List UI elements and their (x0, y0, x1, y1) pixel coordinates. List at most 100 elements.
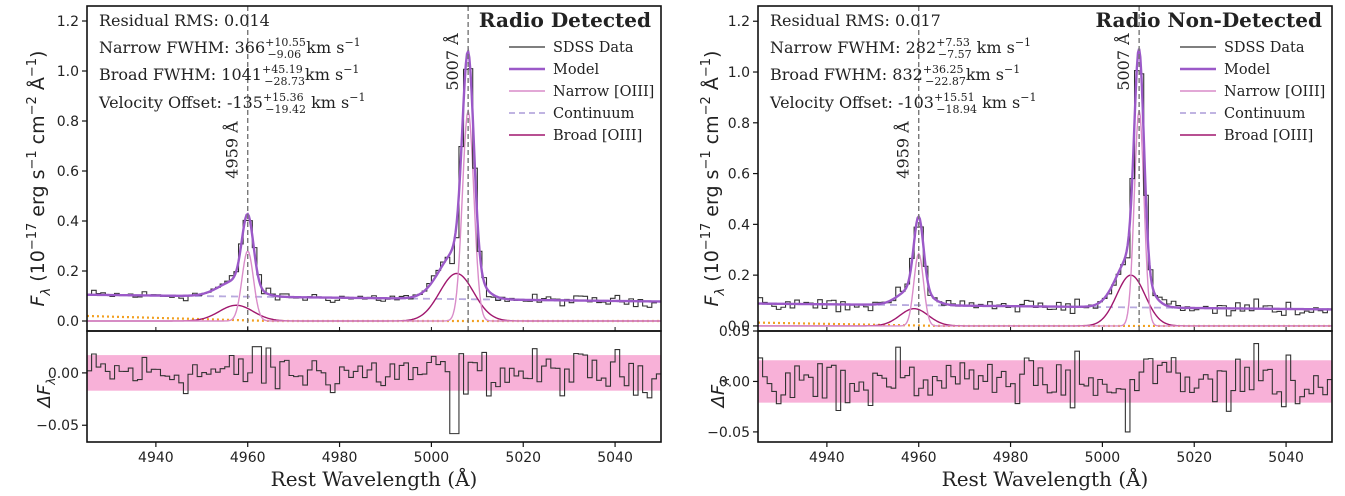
y-tick-label: 0.4 (728, 217, 750, 233)
chart-panel-left: 4959 Å 5007 Å 0.0 0.2 0.4 0.6 0.8 1.0 1.2 0.00 −0.… (25, 5, 662, 491)
y-tick-label: 1.2 (728, 14, 750, 30)
stat-unit: km s (966, 65, 1004, 84)
y-tick-label: 1.0 (57, 64, 79, 80)
y-label-part: ) (701, 51, 723, 58)
x-tick-label: 5040 (1268, 450, 1304, 466)
stat-offset: Velocity Offset: -135+15.36 −19.42 km s−1 (98, 91, 365, 116)
y-label-part: −1 (25, 150, 40, 169)
y-tick-label: 1.2 (57, 14, 79, 30)
stat-lower-error: −7.57 (938, 48, 972, 61)
residual-series (758, 342, 1332, 433)
y-label-part: −2 (699, 96, 714, 115)
stat-unit: km s (972, 38, 1015, 57)
resid-label-sub: λ (44, 378, 58, 386)
x-tick-label: 5020 (505, 450, 541, 466)
stat-upper-error: +36.25 (923, 63, 964, 76)
x-tick-label: 5000 (414, 450, 450, 466)
stat-upper-error: +45.19 (262, 63, 303, 76)
y-label-part: λ (39, 288, 54, 297)
y-label-part: Å (26, 77, 49, 96)
y-label-part: −1 (25, 58, 40, 77)
x-tick-label: 4960 (901, 450, 937, 466)
stat-value: Narrow FWHM: 366 (99, 38, 265, 57)
line-label-1: 5007 Å (1113, 33, 1133, 91)
sdss-data-series (87, 68, 661, 308)
legend-label-1: Model (553, 62, 599, 78)
x-tick-label: 4940 (809, 450, 845, 466)
stat-unit: km s (305, 65, 343, 84)
y-label-part: −1 (699, 58, 714, 77)
y-label-part: −1 (699, 150, 714, 169)
y-label-part: ) (27, 51, 49, 58)
y-tick-label: 0.2 (57, 264, 79, 280)
stat-unit-exp: −1 (343, 63, 359, 76)
legend-label-2: Narrow [OIII] (553, 84, 654, 100)
legend-label-1: Model (1224, 62, 1270, 78)
resid-y-tick-label: 0.05 (719, 324, 750, 340)
model-series (758, 48, 1332, 311)
y-axis-label: Fλ (10−17 erg s−1 cm−2 Å−1) (699, 51, 729, 307)
y-label-part: cm (27, 115, 49, 150)
stat-value: Velocity Offset: -135 (98, 93, 263, 112)
stat-unit: km s (306, 93, 349, 112)
legend-label-3: Continuum (1224, 106, 1306, 122)
chart-title: Radio Detected (479, 8, 651, 32)
stat-rms: Residual RMS: 0.017 (770, 11, 941, 30)
y-label-part: (10 (701, 250, 723, 282)
y-tick-label: 0.8 (57, 114, 79, 130)
resid-y-tick-label: 0.00 (719, 374, 750, 390)
line-label-0: 4959 Å (893, 121, 913, 179)
y-tick-label: 0.6 (728, 167, 750, 183)
broad-oiii-series (758, 274, 1332, 327)
resid-label-main: ΔF (34, 384, 55, 409)
stat-lower-error: −22.87 (925, 75, 966, 88)
stat-value: Velocity Offset: -103 (769, 93, 934, 112)
stat-unit-exp: −1 (349, 91, 365, 104)
y-label-part: −17 (25, 223, 40, 250)
stat-value: Narrow FWHM: 282 (770, 38, 936, 57)
line-label-1: 5007 Å (442, 33, 462, 91)
x-tick-label: 4980 (993, 450, 1029, 466)
residual-axes-frame (86, 330, 662, 443)
stat-unit-exp: −1 (1020, 91, 1036, 104)
residual-band (758, 360, 1332, 403)
y-tick-label: 0.8 (728, 116, 750, 132)
stat-narrow: Narrow FWHM: 282+7.53 −7.57 km s−1 (770, 36, 1031, 61)
y-axis-label: Fλ (10−17 erg s−1 cm−2 Å−1) (25, 51, 55, 307)
x-axis-label: Rest Wavelength (Å) (942, 466, 1149, 491)
y-tick-label: 1.0 (728, 65, 750, 81)
legend-label-3: Continuum (553, 106, 635, 122)
y-tick-label: 0.0 (57, 314, 79, 330)
stat-broad: Broad FWHM: 832+36.25 −22.87km s−1 (770, 63, 1020, 88)
stat-upper-error: +10.55 (265, 36, 306, 49)
x-axis-label: Rest Wavelength (Å) (271, 466, 478, 491)
resid-label-sub: λ (718, 378, 732, 386)
legend-label-0: SDSS Data (1224, 40, 1305, 56)
x-tick-label: 5040 (597, 450, 633, 466)
stat-lower-error: −28.73 (264, 75, 305, 88)
y-label-part: erg s (27, 170, 49, 223)
y-label-part: erg s (701, 170, 723, 223)
x-tick-label: 4960 (230, 450, 266, 466)
orange-dotted-line (758, 321, 1332, 328)
y-tick-label: 0.0 (728, 319, 750, 335)
y-label-part: F (27, 294, 49, 306)
stat-lower-error: −18.94 (936, 103, 977, 116)
line-label-0: 4959 Å (222, 121, 242, 179)
stat-offset: Velocity Offset: -103+15.51 −18.94 km s−1 (769, 91, 1036, 116)
stat-upper-error: +7.53 (936, 36, 970, 49)
residual-y-axis-label: ΔFλ (708, 378, 732, 410)
stat-narrow: Narrow FWHM: 366+10.55 −9.06 km s−1 (99, 36, 361, 61)
legend-label-4: Broad [OIII] (553, 128, 642, 144)
y-label-part: (10 (27, 250, 49, 282)
residual-axes-frame (757, 330, 1333, 443)
model-series (87, 47, 661, 303)
stat-rms: Residual RMS: 0.014 (99, 11, 270, 30)
stat-unit-exp: −1 (344, 36, 360, 49)
stat-upper-error: +15.51 (934, 91, 975, 104)
resid-y-tick-label: −0.05 (707, 425, 750, 441)
stat-unit: km s (977, 93, 1020, 112)
legend-label-2: Narrow [OIII] (1224, 84, 1325, 100)
stat-unit-exp: −1 (1015, 36, 1031, 49)
